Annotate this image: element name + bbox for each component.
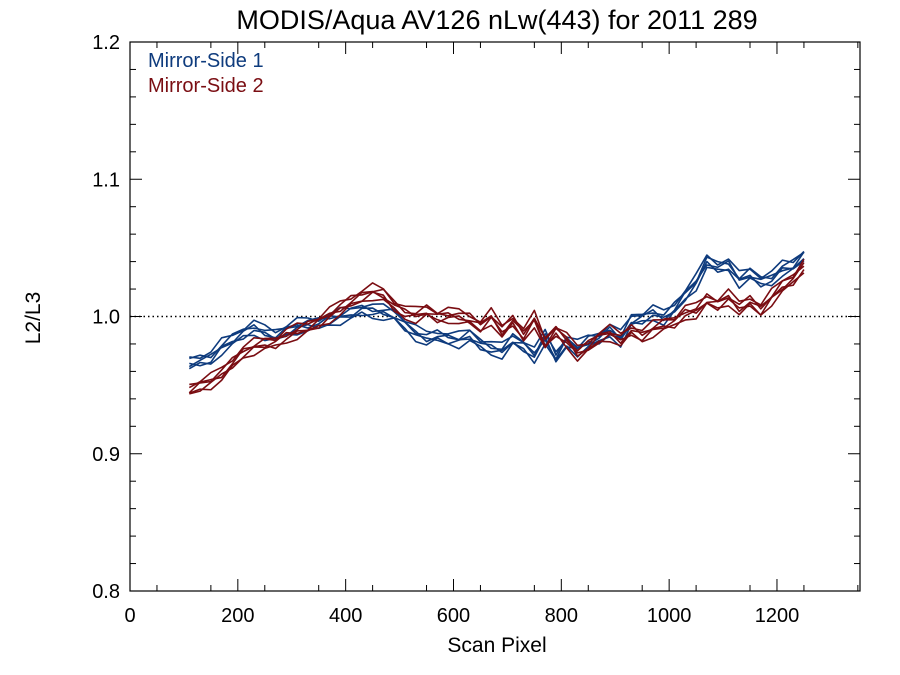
x-tick-label: 400 bbox=[329, 605, 362, 627]
y-axis-label: L2/L3 bbox=[22, 292, 45, 345]
y-tick-label: 1.1 bbox=[92, 169, 120, 191]
legend-entry-1: Mirror-Side 1 bbox=[148, 50, 264, 72]
series-1-trace bbox=[189, 250, 805, 360]
x-tick-label: 600 bbox=[437, 605, 470, 627]
x-axis-label: Scan Pixel bbox=[447, 634, 546, 657]
series-1-trace bbox=[189, 251, 805, 360]
x-tick-label: 1000 bbox=[647, 605, 692, 627]
y-tick-label: 0.9 bbox=[92, 444, 120, 466]
series-2-trace bbox=[189, 272, 805, 394]
chart-title: MODIS/Aqua AV126 nLw(443) for 2011 289 bbox=[236, 5, 757, 35]
y-tick-label: 0.8 bbox=[92, 581, 120, 603]
y-tick-label: 1.2 bbox=[92, 32, 120, 54]
x-tick-label: 200 bbox=[221, 605, 254, 627]
plot-area: Mirror-Side 1 Mirror-Side 2 0 200 400 600 800 1… bbox=[92, 32, 861, 627]
series-2-trace bbox=[188, 258, 805, 389]
x-tick-label: 1200 bbox=[755, 605, 800, 627]
legend-entry-2: Mirror-Side 2 bbox=[148, 75, 264, 97]
series-2-trace bbox=[189, 265, 805, 386]
y-tick-label: 1.0 bbox=[92, 307, 120, 329]
x-tick-label: 0 bbox=[124, 605, 135, 627]
x-tick-label: 800 bbox=[545, 605, 578, 627]
series-2 bbox=[188, 258, 805, 395]
